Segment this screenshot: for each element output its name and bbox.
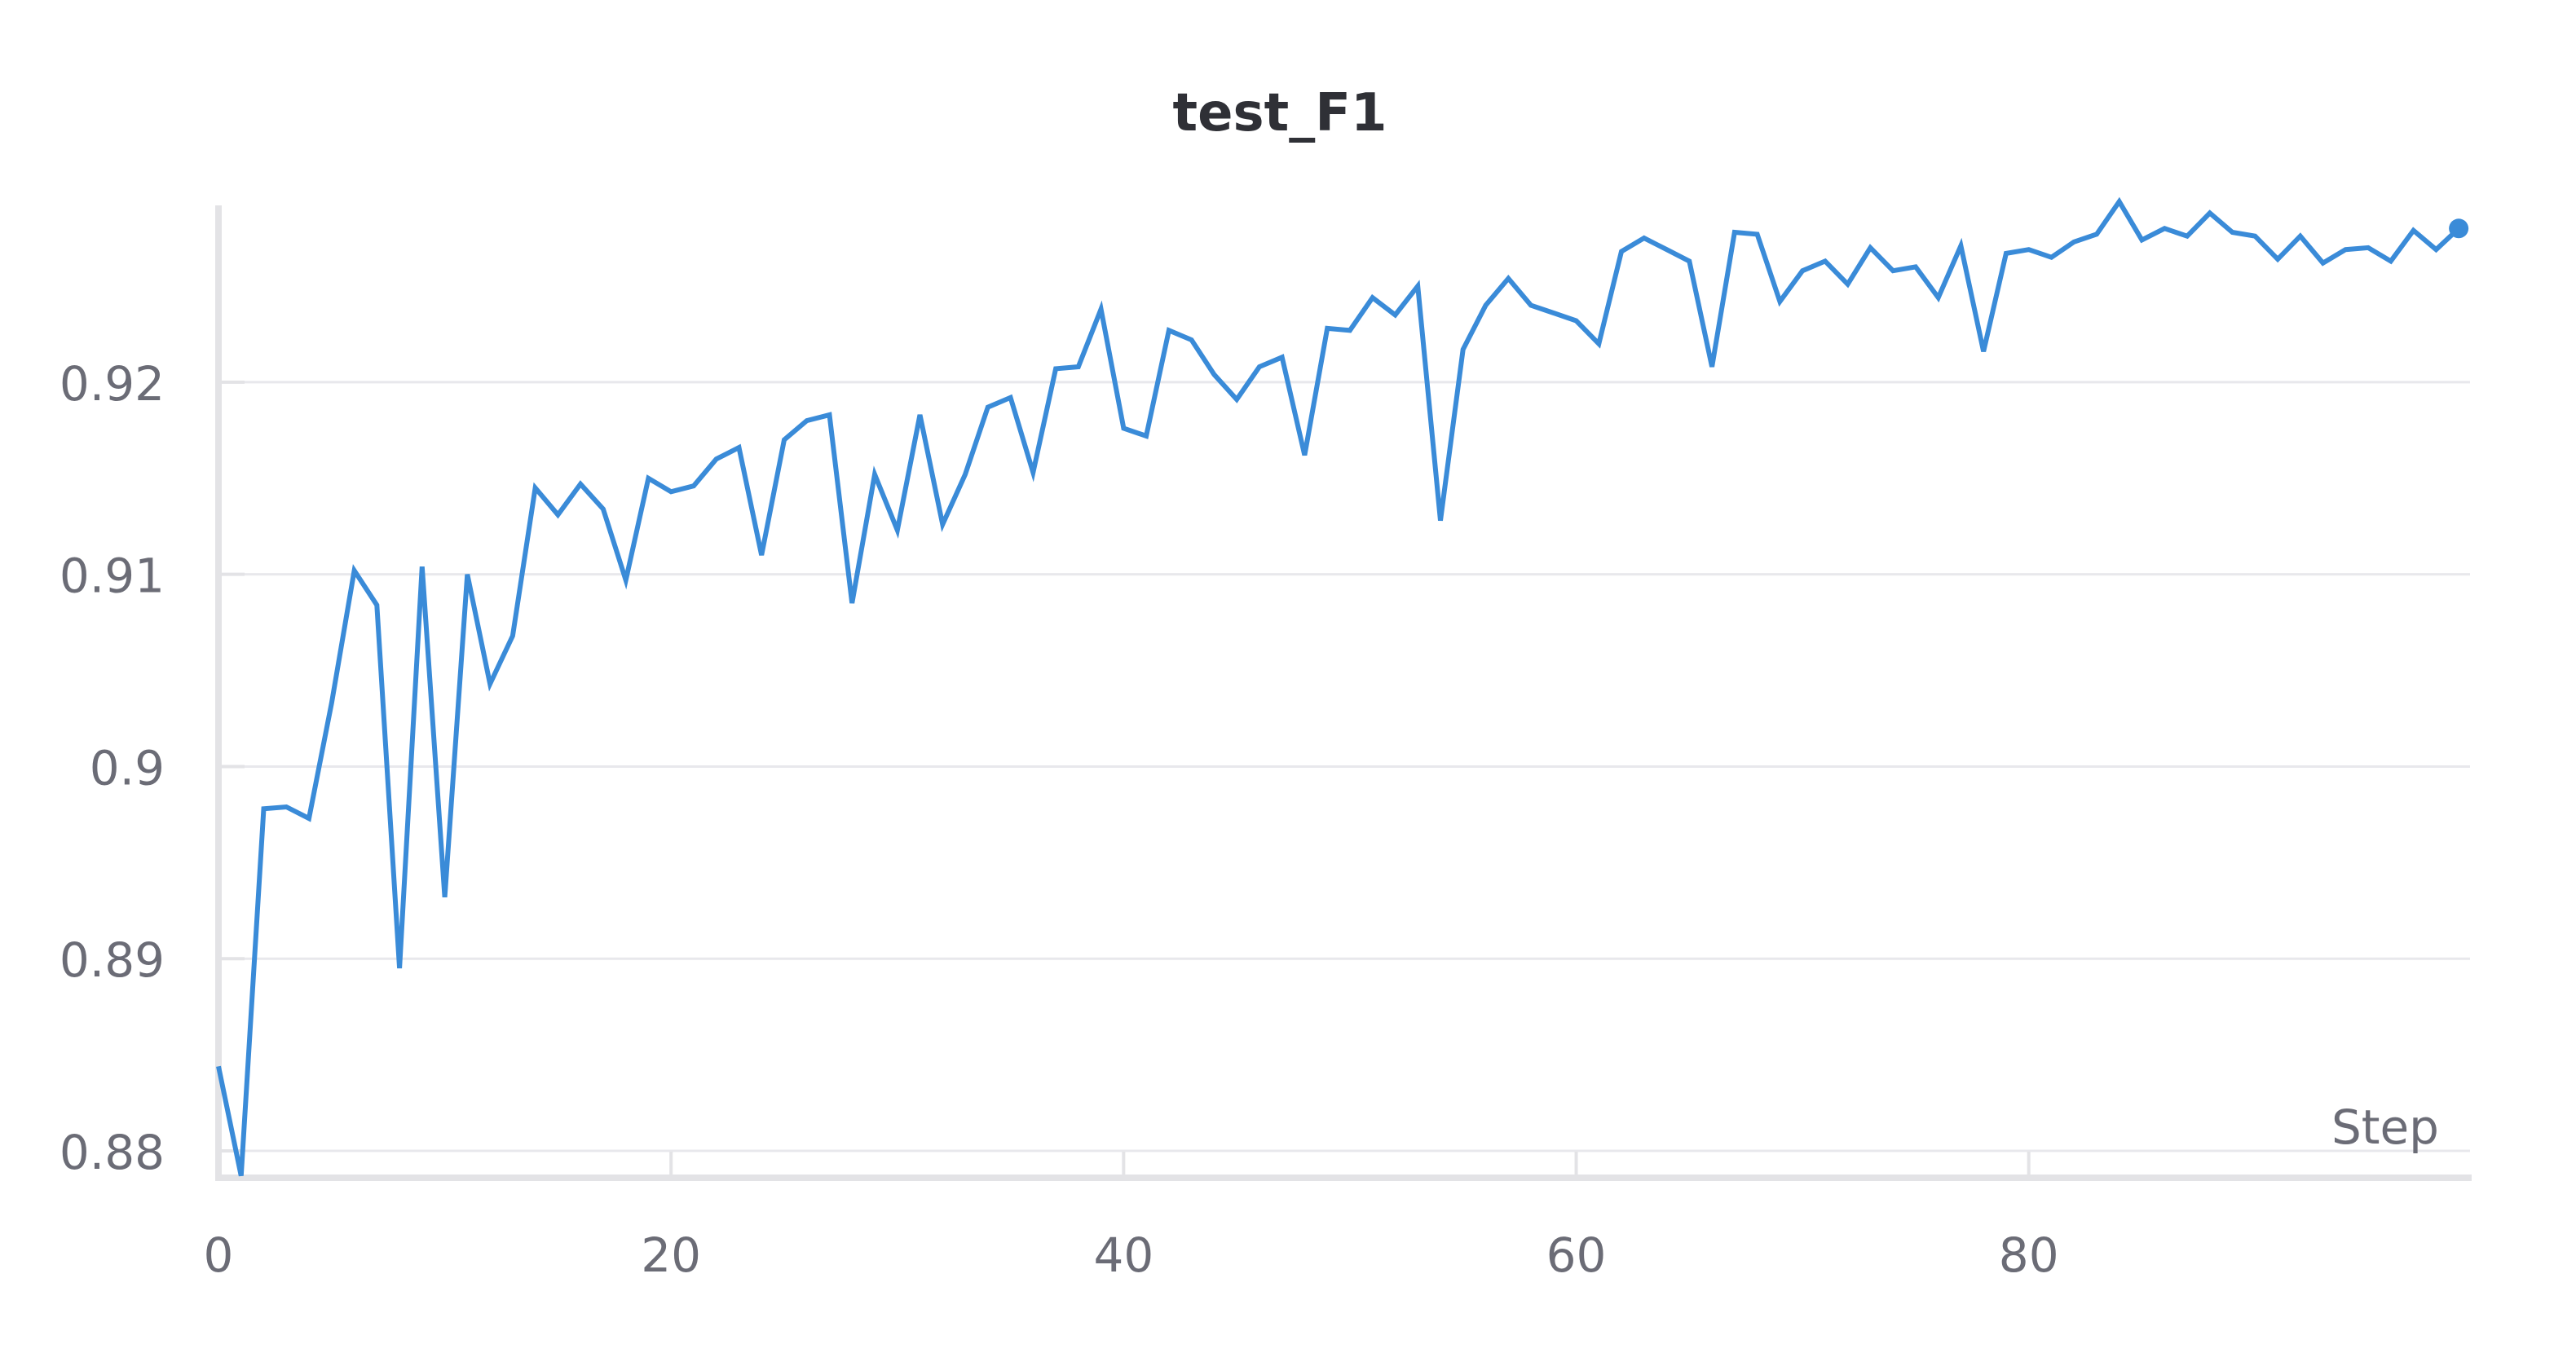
series-line: [216, 196, 2461, 1177]
grid-lines: [218, 380, 2470, 1178]
x-tick-label: 80: [1999, 1227, 2059, 1283]
x-tick-label: 20: [641, 1227, 701, 1283]
x-axis-label: Step: [2331, 1100, 2439, 1155]
y-tick-label: 0.9: [90, 740, 165, 795]
y-tick-label: 0.88: [60, 1125, 165, 1180]
axes: [215, 205, 2472, 1181]
x-tick-label: 60: [1546, 1227, 1607, 1283]
y-tick-label: 0.91: [60, 549, 165, 604]
last-point-marker: [2449, 218, 2469, 239]
series-layer: [216, 196, 2469, 1177]
y-tick-label: 0.89: [60, 932, 165, 988]
y-tick-labels: 0.88 0.89 0.9 0.91 0.92: [60, 356, 165, 1180]
chart-title: test_F1: [1173, 83, 1387, 143]
x-tick-label: 40: [1093, 1227, 1153, 1283]
x-tick-labels: 0 20 40 60 80: [204, 1227, 2059, 1283]
y-tick-label: 0.92: [60, 356, 165, 412]
x-tick-label: 0: [204, 1227, 234, 1283]
